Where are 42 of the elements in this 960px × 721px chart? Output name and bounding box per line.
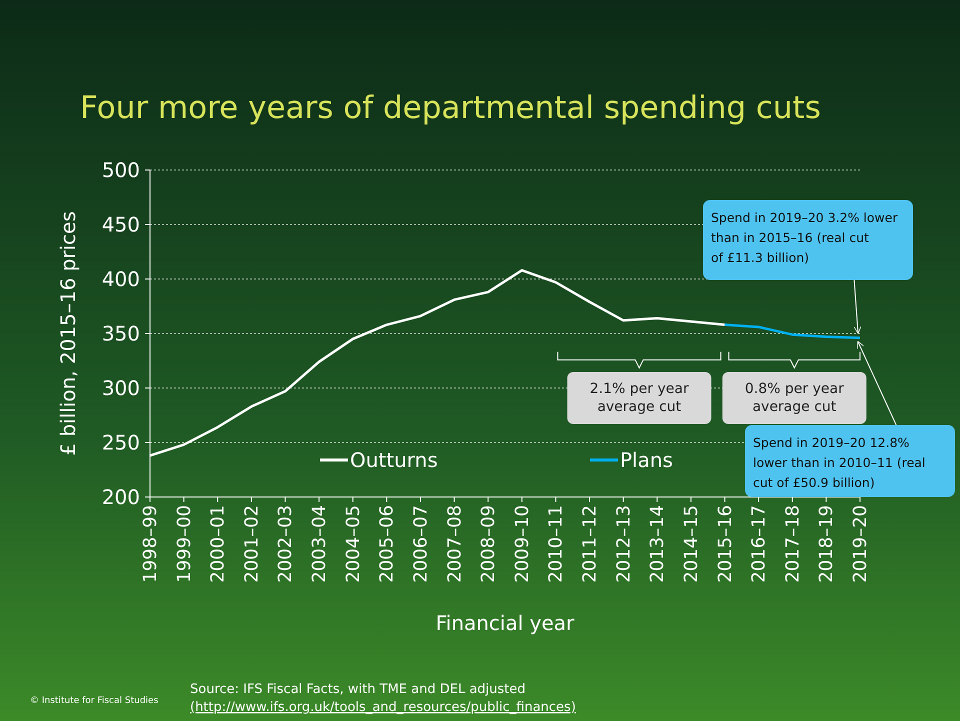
x-tick-label: 2005–06 xyxy=(376,505,398,583)
x-tick-label: 2008–09 xyxy=(478,505,500,583)
x-tick-label: 2003–04 xyxy=(309,505,330,583)
x-tick-label: 2012–13 xyxy=(613,505,634,583)
x-tick-label: 1998–99 xyxy=(140,505,161,583)
legend-label: Outturns xyxy=(350,448,438,472)
annotation: Spend in 2019–20 3.2% lower than in 2015–16 (real cut of £11.3 billion) xyxy=(711,210,898,265)
x-tick-label: 2004–05 xyxy=(342,505,364,583)
x-tick-label: 2002–03 xyxy=(275,505,296,583)
x-tick-label: 1999–00 xyxy=(174,505,195,583)
y-tick-label: 250 xyxy=(102,430,140,454)
y-tick-label: 500 xyxy=(102,158,140,182)
y-tick-label: 300 xyxy=(102,376,140,400)
line-series xyxy=(724,324,862,340)
x-tick-label: 2013–14 xyxy=(647,505,668,583)
y-tick-label: 200 xyxy=(102,485,140,509)
x-tick-label: 2018–19 xyxy=(816,505,838,583)
x-tick-label: 2006–07 xyxy=(410,505,432,583)
x-tick-label: 2009–10 xyxy=(512,505,533,583)
x-tick-label: 2017–18 xyxy=(782,505,804,583)
x-tick-label: 2016–17 xyxy=(748,505,770,583)
y-axis-title: £ billion, 2015–16 prices xyxy=(56,211,80,456)
text: (http://www.ifs.org.uk/tools_and_resources/public_finances) xyxy=(190,700,576,715)
x-tick-label: 2011–12 xyxy=(580,505,601,583)
y-tick-label: 350 xyxy=(102,322,140,346)
annotation: 0.8% per year average cut xyxy=(744,381,844,415)
x-tick-label: 2014–15 xyxy=(680,505,702,583)
legend-label: Plans xyxy=(620,448,673,472)
x-tick-label: 2000–01 xyxy=(208,505,229,583)
x-axis-title: Financial year xyxy=(436,611,576,635)
source-note: Source: IFS Fiscal Facts, with TME and DEL adjusted xyxy=(190,682,526,697)
x-tick-label: 2010–11 xyxy=(546,505,567,583)
x-tick-label: 2019–20 xyxy=(850,505,871,583)
y-tick-label: 400 xyxy=(102,267,140,291)
annotation: 2.1% per year average cut xyxy=(590,381,689,415)
chart-title: Four more years of departmental spending cuts xyxy=(80,90,821,126)
x-tick-label: 2015–16 xyxy=(714,505,736,583)
x-tick-label: 2001–02 xyxy=(241,505,262,583)
text: © Institute for Fiscal Studies xyxy=(30,696,159,706)
x-tick-label: 2007–08 xyxy=(444,505,466,583)
y-tick-label: 450 xyxy=(102,212,140,236)
annotation: Spend in 2019–20 12.8% lower than in 2010–11 (real cut of £50.9 billion) xyxy=(753,435,926,490)
